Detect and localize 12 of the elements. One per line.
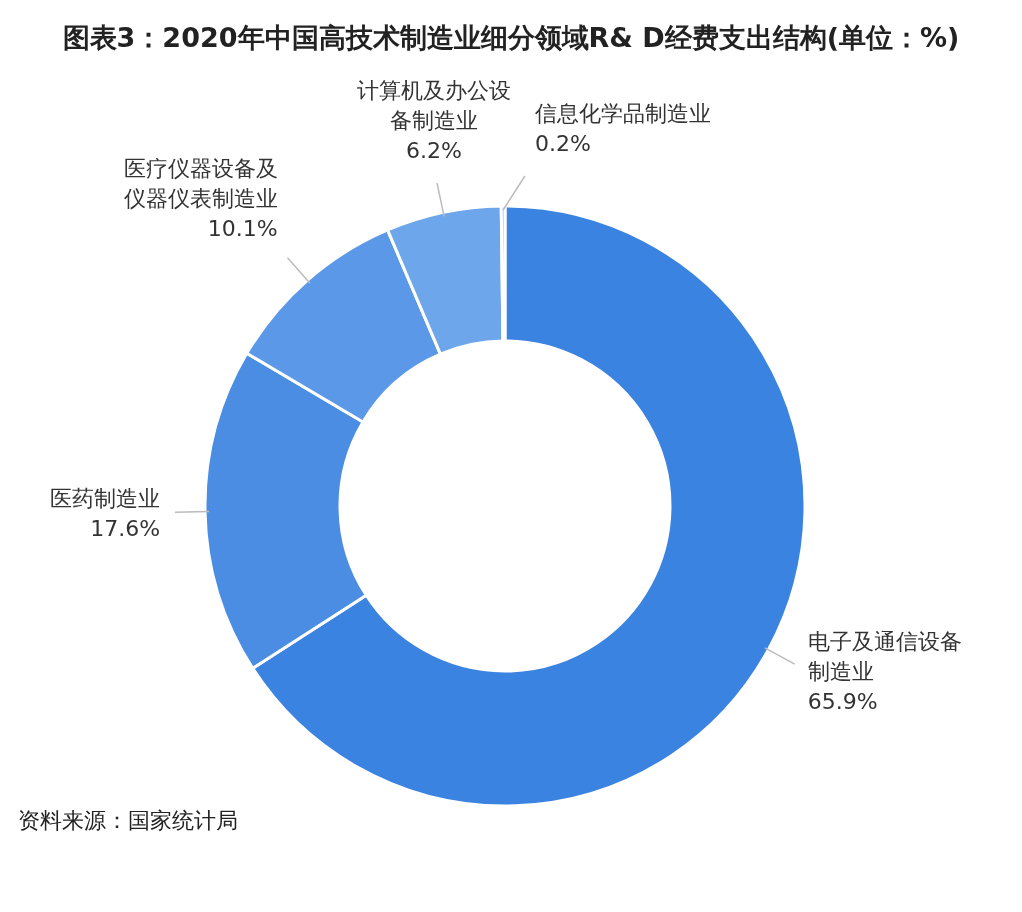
chart-title: 图表3：2020年中国高技术制造业细分领域R& D经费支出结构(单位：%): [61, 21, 961, 55]
data-label: 65.9%: [807, 689, 878, 715]
data-label: 17.6%: [90, 515, 161, 541]
slice-label: 电子及通信设备制造业: [807, 629, 962, 685]
data-label: 10.1%: [207, 216, 278, 242]
slice-label: 医疗仪器设备及仪器仪表制造业: [123, 156, 278, 212]
slice-label: 医药制造业: [50, 485, 161, 511]
slice-label: 信息化学品制造业: [535, 101, 711, 127]
text: 资料来源：国家统计局: [17, 807, 239, 835]
slice-label: 计算机及办公设备制造业: [356, 78, 511, 134]
data-label: 0.2%: [535, 131, 591, 157]
data-label: 6.2%: [406, 138, 462, 164]
